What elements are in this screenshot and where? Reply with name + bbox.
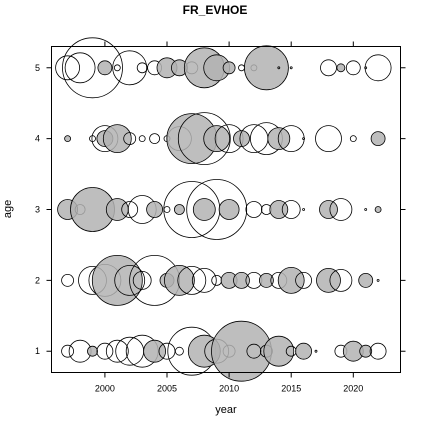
bubble-point (329, 268, 353, 292)
bubble-point (359, 344, 373, 358)
bubble-point (316, 267, 341, 293)
chart-title: FR_EVHOE (183, 3, 248, 17)
y-axis: 1 2 3 4 5 (35, 63, 406, 356)
bubble-point (364, 54, 392, 82)
bubble-point (258, 272, 274, 288)
bubble-point (370, 131, 386, 147)
bubble-point (364, 208, 368, 211)
bubble-point (55, 55, 80, 81)
bubble-point (267, 127, 291, 151)
bubble-point (146, 201, 164, 218)
bubble-point (61, 344, 74, 358)
bubble-point (191, 267, 217, 293)
bubble-point (113, 64, 121, 72)
x-tick-label: 2020 (343, 384, 363, 394)
bubble-point (285, 345, 297, 357)
bubble-point (233, 271, 250, 289)
bubble-point (173, 204, 185, 215)
y-tick-label: 5 (35, 63, 40, 73)
bubble-point (289, 66, 293, 70)
y-tick-label: 3 (35, 205, 40, 215)
bubble-point (320, 59, 337, 77)
bubble-point (96, 342, 114, 360)
bubble-point (263, 335, 295, 367)
bubble-point (246, 343, 262, 359)
x-axis-label: year (215, 404, 237, 416)
bubble-point (376, 278, 380, 282)
bubble-point (97, 60, 113, 76)
bubble-point (64, 135, 71, 143)
bubble-point (349, 135, 357, 143)
x-tick-label: 2010 (219, 384, 239, 394)
bubble-point (177, 265, 207, 295)
bubble-point (243, 45, 289, 91)
bubble-point (138, 135, 146, 143)
bubble-point (132, 270, 152, 290)
bubble-point (143, 339, 167, 363)
y-tick-label: 4 (35, 134, 40, 144)
bubble-point (245, 201, 263, 218)
bubble-point (149, 133, 161, 145)
bubble-point (177, 112, 231, 166)
bubble-point (114, 264, 146, 296)
bubble-point (302, 137, 306, 141)
x-tick-label: 2005 (157, 384, 177, 394)
bubble-point (315, 125, 342, 153)
bubble-point (121, 201, 139, 218)
bubble-point (329, 198, 353, 221)
bubble-point (345, 60, 361, 76)
bubble-point (277, 66, 281, 70)
bubble-point (192, 198, 216, 221)
bubble-point (233, 130, 250, 148)
y-tick-label: 1 (35, 346, 40, 356)
bubble-point (374, 206, 382, 213)
bubble-point (61, 273, 74, 287)
bubble-point (64, 52, 96, 84)
y-axis-label: age (2, 200, 14, 218)
bubble-point (369, 342, 387, 360)
bubble-point (203, 125, 231, 153)
bubble-point (163, 264, 195, 296)
bubble-layer (55, 37, 392, 382)
bubble-point (105, 339, 129, 363)
bubble-point (62, 37, 123, 99)
bubble-point (112, 50, 148, 86)
bubble-point (277, 125, 305, 153)
bubble-point (136, 62, 148, 74)
bubble-point (238, 64, 245, 72)
bubble-point (87, 345, 98, 357)
y-tick-label: 2 (35, 275, 40, 285)
bubble-point (281, 200, 301, 219)
bubble-point (314, 349, 318, 353)
bubble-point (102, 124, 132, 154)
bubble-point (358, 272, 374, 288)
bubble-point (218, 199, 240, 220)
bubble-point (277, 266, 305, 294)
x-tick-label: 2015 (281, 384, 301, 394)
bubble-point (295, 271, 313, 289)
bubble-point (91, 254, 143, 306)
bubble-point (222, 61, 236, 75)
x-tick-label: 2000 (95, 384, 115, 394)
bubble-point (174, 346, 184, 356)
bubble-point (336, 63, 346, 73)
bubble-point (186, 179, 248, 240)
bubble-point (319, 200, 338, 219)
bubble-point (295, 342, 313, 360)
bubble-point (123, 132, 137, 146)
bubble-point (302, 208, 306, 211)
x-axis: 2000 2005 2010 2015 2020 (95, 41, 363, 394)
bubble-point (211, 274, 223, 286)
